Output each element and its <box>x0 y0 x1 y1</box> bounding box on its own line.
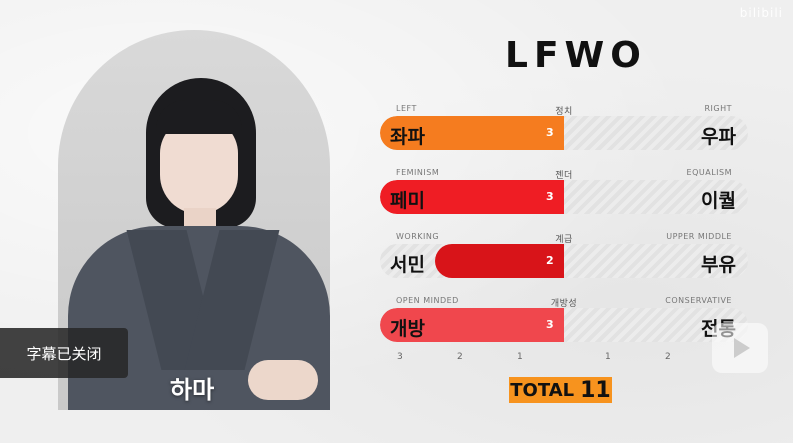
row-right-label: EQUALISM <box>686 168 732 177</box>
score-value: 2 <box>546 254 554 267</box>
face-shape <box>160 118 238 214</box>
left-word: 서민 <box>390 254 425 276</box>
row-left-label: LEFT <box>396 104 417 113</box>
left-word: 개방 <box>390 318 425 340</box>
row-right-label: CONSERVATIVE <box>665 296 732 305</box>
scale-bar: 서민 2 부유 <box>380 244 748 278</box>
play-button[interactable] <box>712 323 768 373</box>
right-word: 우파 <box>701 126 736 148</box>
scale-tick: 1 <box>517 352 523 362</box>
left-word: 페미 <box>390 190 425 212</box>
scale-fill <box>380 308 564 342</box>
row-left-label: FEMINISM <box>396 168 440 177</box>
scale-tick: 2 <box>665 352 671 362</box>
hands-shape <box>248 360 318 400</box>
total-badge: TOTAL 11 <box>509 377 612 403</box>
score-value: 3 <box>546 318 554 331</box>
left-word: 좌파 <box>390 126 425 148</box>
row-category: 계급 <box>555 235 573 245</box>
scale-fill <box>380 116 564 150</box>
scale-row-politics: LEFT 정치 RIGHT 좌파 3 우파 <box>380 104 748 152</box>
total-value: 11 <box>580 377 611 403</box>
scale-bar: 좌파 3 우파 <box>380 116 748 150</box>
scale-tick: 1 <box>605 352 611 362</box>
page-title: LFWO <box>505 35 647 76</box>
row-left-label: OPEN MINDED <box>396 296 459 305</box>
total-label: TOTAL <box>510 379 575 401</box>
scale-row-class: WORKING 계급 UPPER MIDDLE 서민 2 부유 <box>380 232 748 280</box>
row-category: 젠더 <box>555 171 573 181</box>
row-left-label: WORKING <box>396 232 440 241</box>
scale-fill <box>380 180 564 214</box>
bangs-shape <box>156 100 242 134</box>
scale-row-openness: OPEN MINDED 개방성 CONSERVATIVE 개방 3 전통 <box>380 296 748 344</box>
subtitle-off-toast[interactable]: 字幕已关闭 <box>0 328 128 378</box>
scale-bar: 페미 3 이퀄 <box>380 180 748 214</box>
scale-bar: 개방 3 전통 <box>380 308 748 342</box>
watermark: bilibili <box>739 6 783 20</box>
right-word: 부유 <box>701 254 736 276</box>
score-value: 3 <box>546 190 554 203</box>
scale-tick: 2 <box>457 352 463 362</box>
score-value: 3 <box>546 126 554 139</box>
portrait-photo <box>58 30 330 410</box>
scale-row-gender: FEMINISM 젠더 EQUALISM 페미 3 이퀄 <box>380 168 748 216</box>
row-category: 개방성 <box>550 299 578 309</box>
row-right-label: RIGHT <box>704 104 732 113</box>
scale-fill <box>435 244 564 278</box>
portrait-name: 하마 <box>170 376 215 404</box>
scale-tick: 3 <box>397 352 403 362</box>
row-category: 정치 <box>555 107 573 117</box>
row-right-label: UPPER MIDDLE <box>666 232 732 241</box>
right-word: 이퀄 <box>701 190 736 212</box>
